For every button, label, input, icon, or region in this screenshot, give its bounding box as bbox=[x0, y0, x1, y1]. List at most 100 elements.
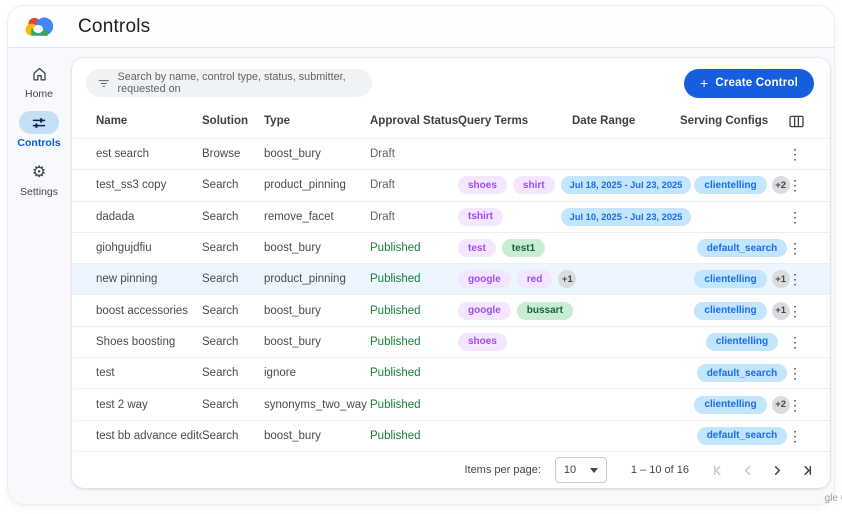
cell-actions: ⋮ bbox=[784, 427, 818, 445]
items-per-page-label: Items per page: bbox=[464, 464, 541, 476]
cell-query-terms: google red +1 bbox=[458, 270, 577, 289]
cell-query-terms: tshirt bbox=[458, 207, 572, 226]
table-row[interactable]: Shoes boosting Search boost_bury Published s… bbox=[72, 325, 830, 357]
home-icon bbox=[19, 62, 59, 85]
cell-solution: Search bbox=[202, 273, 239, 286]
cell-date-range: Jul 10, 2025 - Jul 23, 2025 bbox=[560, 207, 692, 226]
pager bbox=[711, 464, 814, 477]
cell-type: synonyms_two_way bbox=[264, 398, 367, 411]
cell-actions: ⋮ bbox=[784, 302, 818, 320]
row-menu-button[interactable]: ⋮ bbox=[788, 333, 802, 350]
column-header-query-terms[interactable]: Query Terms bbox=[458, 115, 529, 127]
query-term-chip[interactable]: shoes bbox=[458, 176, 507, 195]
table-row[interactable]: test_ss3 copy Search product_pinning Draft s… bbox=[72, 169, 830, 200]
row-menu-button[interactable]: ⋮ bbox=[788, 240, 802, 257]
previous-page-button[interactable] bbox=[741, 464, 754, 477]
card-toolbar: Search by name, control type, status, su… bbox=[72, 58, 830, 104]
date-range-chip[interactable]: Jul 18, 2025 - Jul 23, 2025 bbox=[560, 176, 692, 195]
column-header-solution[interactable]: Solution bbox=[202, 115, 248, 127]
sidebar-item-home[interactable]: Home bbox=[19, 62, 59, 100]
sidebar: Home Controls ⚙ Settings bbox=[8, 48, 70, 504]
tune-icon bbox=[18, 111, 59, 134]
overflow-count-chip[interactable]: +2 bbox=[771, 395, 790, 414]
first-page-button[interactable] bbox=[711, 464, 724, 477]
sidebar-item-controls[interactable]: Controls bbox=[17, 111, 61, 149]
google-cloud-logo bbox=[8, 13, 70, 40]
column-header-date-range[interactable]: Date Range bbox=[572, 115, 636, 127]
serving-config-chip[interactable]: default_search bbox=[696, 364, 788, 383]
serving-config-chip[interactable]: clientelling bbox=[694, 395, 767, 414]
query-term-chip[interactable]: tshirt bbox=[458, 207, 503, 226]
row-menu-button[interactable]: ⋮ bbox=[788, 302, 802, 319]
table-row[interactable]: dadada Search remove_facet Draft tshirt Jul 1… bbox=[72, 200, 830, 232]
column-header-type[interactable]: Type bbox=[264, 115, 290, 127]
cell-actions: ⋮ bbox=[784, 333, 818, 351]
serving-config-chip[interactable]: clientelling bbox=[694, 301, 767, 320]
overflow-count-chip[interactable]: +1 bbox=[558, 270, 577, 289]
column-header-approval-status[interactable]: Approval Status bbox=[370, 115, 458, 127]
sidebar-item-home-label: Home bbox=[24, 88, 53, 100]
overflow-count-chip[interactable]: +1 bbox=[771, 270, 790, 289]
cell-name: est search bbox=[96, 148, 150, 161]
next-page-button[interactable] bbox=[771, 464, 784, 477]
cell-type: boost_bury bbox=[264, 148, 321, 161]
column-settings-button[interactable] bbox=[784, 115, 816, 128]
sidebar-item-settings[interactable]: ⚙ Settings bbox=[19, 160, 59, 199]
query-term-chip[interactable]: shoes bbox=[458, 332, 507, 351]
serving-config-chip[interactable]: default_search bbox=[696, 239, 788, 258]
table-row[interactable]: giohgujdfiu Search boost_bury Published test… bbox=[72, 231, 830, 263]
cell-name: dadada bbox=[96, 210, 135, 223]
serving-config-chip[interactable]: clientelling bbox=[705, 332, 779, 351]
row-menu-button[interactable]: ⋮ bbox=[788, 177, 802, 194]
column-header-name[interactable]: Name bbox=[96, 115, 128, 127]
app-window: Controls Home bbox=[8, 6, 834, 504]
query-term-chip[interactable]: shirt bbox=[512, 176, 555, 195]
table-row[interactable]: boost accessories Search boost_bury Publish… bbox=[72, 294, 830, 325]
page-title: Controls bbox=[78, 15, 151, 37]
create-control-button[interactable]: + Create Control bbox=[683, 68, 814, 98]
serving-config-chip[interactable]: clientelling bbox=[694, 176, 767, 195]
row-menu-button[interactable]: ⋮ bbox=[788, 146, 802, 163]
cell-approval-status: Published bbox=[370, 367, 421, 380]
chevron-down-icon bbox=[589, 467, 598, 473]
column-header-serving-configs[interactable]: Serving Configs bbox=[680, 115, 769, 127]
filter-icon bbox=[98, 79, 109, 87]
controls-card: Search by name, control type, status, su… bbox=[72, 58, 830, 488]
query-term-chip[interactable]: red bbox=[516, 270, 553, 289]
row-menu-button[interactable]: ⋮ bbox=[788, 427, 802, 444]
date-range-chip[interactable]: Jul 10, 2025 - Jul 23, 2025 bbox=[560, 207, 692, 226]
table-row[interactable]: test Search ignore Published default_search ⋮ bbox=[72, 357, 830, 388]
search-input[interactable]: Search by name, control type, status, su… bbox=[86, 69, 372, 97]
overflow-count-chip[interactable]: +2 bbox=[771, 176, 790, 195]
query-term-chip[interactable]: google bbox=[458, 270, 511, 289]
last-page-button[interactable] bbox=[801, 464, 814, 477]
row-menu-button[interactable]: ⋮ bbox=[788, 271, 802, 288]
query-term-chip[interactable]: test bbox=[458, 239, 496, 258]
row-menu-button[interactable]: ⋮ bbox=[788, 208, 802, 225]
serving-config-chip[interactable]: default_search bbox=[696, 426, 788, 445]
query-term-chip[interactable]: test1 bbox=[501, 239, 546, 258]
cell-approval-status: Draft bbox=[370, 210, 395, 223]
table-row[interactable]: test bb advance editor Search boost_bury Pu… bbox=[72, 419, 830, 451]
cell-approval-status: Published bbox=[370, 242, 421, 255]
cell-approval-status: Draft bbox=[370, 148, 395, 161]
serving-config-chip[interactable]: clientelling bbox=[694, 270, 767, 289]
cell-serving-configs: default_search bbox=[680, 364, 788, 383]
row-menu-button[interactable]: ⋮ bbox=[788, 365, 802, 382]
items-per-page-select[interactable]: 10 bbox=[554, 457, 607, 483]
create-control-label: Create Control bbox=[715, 77, 798, 89]
table-row[interactable]: est search Browse boost_bury Draft ⋮ bbox=[72, 138, 830, 169]
row-menu-button[interactable]: ⋮ bbox=[788, 396, 802, 413]
cell-solution: Search bbox=[202, 210, 239, 223]
query-term-chip[interactable]: google bbox=[458, 301, 511, 320]
overflow-count-chip[interactable]: +1 bbox=[771, 301, 790, 320]
cell-approval-status: Published bbox=[370, 398, 421, 411]
query-term-chip[interactable]: bussart bbox=[516, 301, 573, 320]
table-row[interactable]: new pinning Search product_pinning Publishe… bbox=[72, 263, 830, 295]
table-footer: Items per page: 10 1 – 10 of 16 bbox=[72, 451, 830, 488]
cell-actions: ⋮ bbox=[784, 270, 818, 288]
cell-serving-configs: clientelling bbox=[680, 332, 784, 351]
cell-solution: Search bbox=[202, 429, 239, 442]
table-row[interactable]: test 2 way Search synonyms_two_way Publishe… bbox=[72, 388, 830, 419]
gear-icon: ⚙ bbox=[31, 163, 47, 181]
